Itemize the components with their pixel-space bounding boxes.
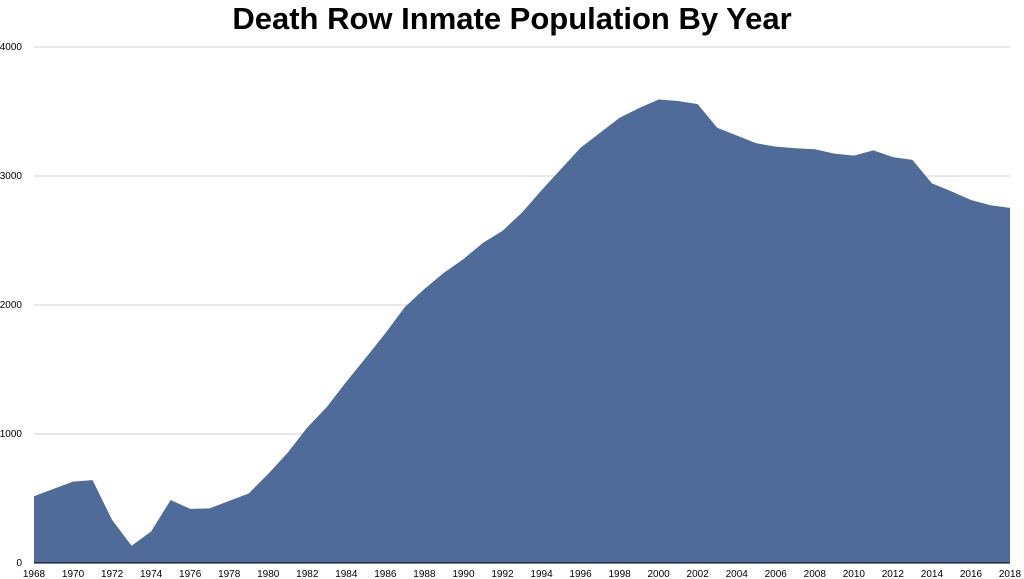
y-tick-label-0: 0	[16, 558, 22, 569]
x-tick-label-1980: 1980	[257, 569, 280, 579]
x-tick-label-1990: 1990	[452, 569, 475, 579]
x-tick-labels: 1968 1970 1972 1974 1976 1978 1980 1982 1984 1986…	[23, 569, 1022, 579]
x-tick-label-1992: 1992	[491, 569, 514, 579]
x-tick-label-2018: 2018	[999, 569, 1022, 579]
x-tick-label-1996: 1996	[569, 569, 592, 579]
x-tick-label-1972: 1972	[101, 569, 124, 579]
x-tick-label-1976: 1976	[179, 569, 202, 579]
x-tick-label-1968: 1968	[23, 569, 46, 579]
y-tick-label-1000: 1000	[0, 429, 22, 440]
chart-title: Death Row Inmate Population By Year	[232, 1, 792, 36]
x-tick-label-1982: 1982	[296, 569, 319, 579]
x-tick-label-2016: 2016	[960, 569, 983, 579]
x-tick-label-2004: 2004	[726, 569, 749, 579]
y-tick-label-3000: 3000	[0, 171, 22, 182]
y-tick-labels: 0 1000 2000 3000 4000	[0, 42, 22, 569]
x-tick-label-1998: 1998	[608, 569, 631, 579]
x-tick-label-1984: 1984	[335, 569, 358, 579]
y-tick-label-2000: 2000	[0, 300, 22, 311]
x-tick-label-1970: 1970	[62, 569, 85, 579]
x-tick-label-2002: 2002	[687, 569, 710, 579]
x-tick-label-2000: 2000	[648, 569, 671, 579]
area-series	[34, 99, 1010, 563]
x-tick-label-2012: 2012	[882, 569, 905, 579]
x-tick-label-1974: 1974	[140, 569, 163, 579]
area-fill	[34, 99, 1010, 563]
x-tick-label-1986: 1986	[374, 569, 397, 579]
x-tick-label-2006: 2006	[765, 569, 788, 579]
x-tick-label-2014: 2014	[921, 569, 944, 579]
x-tick-label-1994: 1994	[530, 569, 553, 579]
y-tick-label-4000: 4000	[0, 42, 22, 53]
x-tick-label-1988: 1988	[413, 569, 436, 579]
x-tick-label-2008: 2008	[804, 569, 827, 579]
x-tick-label-2010: 2010	[843, 569, 866, 579]
x-tick-label-1978: 1978	[218, 569, 241, 579]
